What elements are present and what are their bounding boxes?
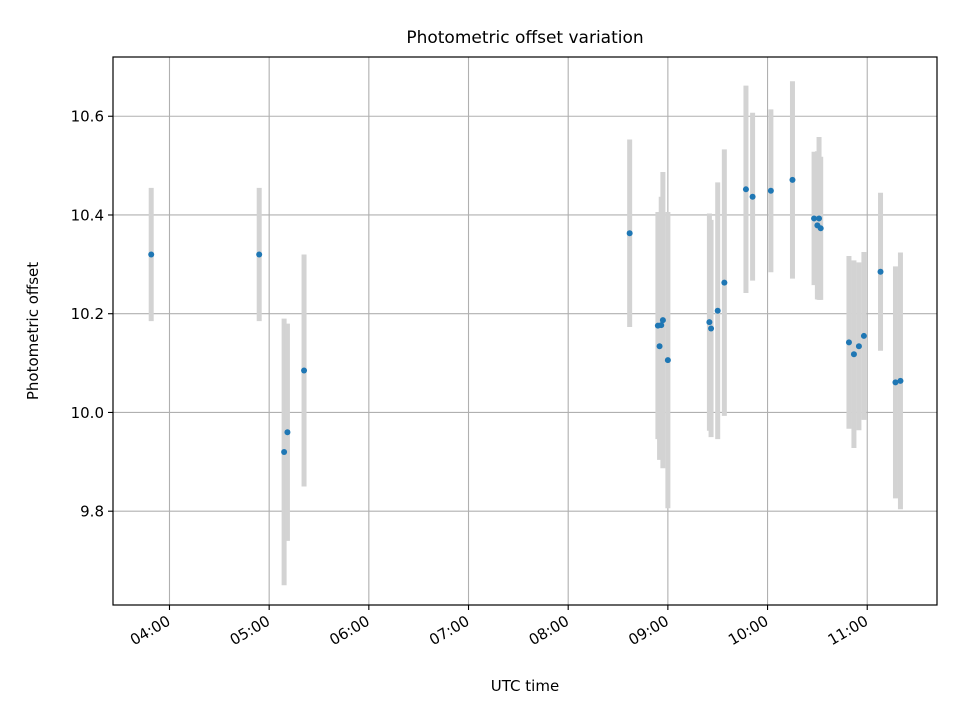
data-point <box>749 193 756 200</box>
data-point <box>860 332 867 339</box>
y-tick-label: 10.6 <box>71 108 104 126</box>
data-point <box>284 429 291 436</box>
data-point <box>742 186 749 193</box>
y-tick-label: 9.8 <box>80 503 104 521</box>
data-points <box>148 176 904 455</box>
y-tick-label: 10.4 <box>71 206 104 224</box>
data-point <box>706 319 713 326</box>
data-point <box>877 268 884 275</box>
data-point <box>658 322 665 329</box>
data-point <box>897 377 904 384</box>
y-tick-label: 10.0 <box>71 404 104 422</box>
data-point <box>721 279 728 286</box>
data-point <box>656 343 663 350</box>
y-tick-label: 10.2 <box>71 305 104 323</box>
plot-frame <box>112 56 938 606</box>
data-point <box>789 176 796 183</box>
data-point <box>850 351 857 358</box>
data-point <box>301 367 308 374</box>
data-point <box>817 225 824 232</box>
y-axis-label: Photometric offset <box>24 262 42 400</box>
data-point <box>708 325 715 332</box>
data-point <box>664 357 671 364</box>
data-point <box>714 307 721 314</box>
data-point <box>892 379 899 386</box>
x-axis-label: UTC time <box>491 677 559 695</box>
chart-title: Photometric offset variation <box>406 28 643 48</box>
data-point <box>767 187 774 194</box>
data-point <box>845 339 852 346</box>
data-point <box>148 251 155 258</box>
data-point <box>816 215 823 222</box>
data-point <box>811 215 818 222</box>
data-point <box>659 317 666 324</box>
data-point <box>281 448 288 455</box>
data-point <box>855 343 862 350</box>
data-point <box>626 230 633 237</box>
data-point <box>256 251 263 258</box>
y-axis-ticks: 9.8 10.0 10.2 10.4 10.6 <box>71 108 113 521</box>
